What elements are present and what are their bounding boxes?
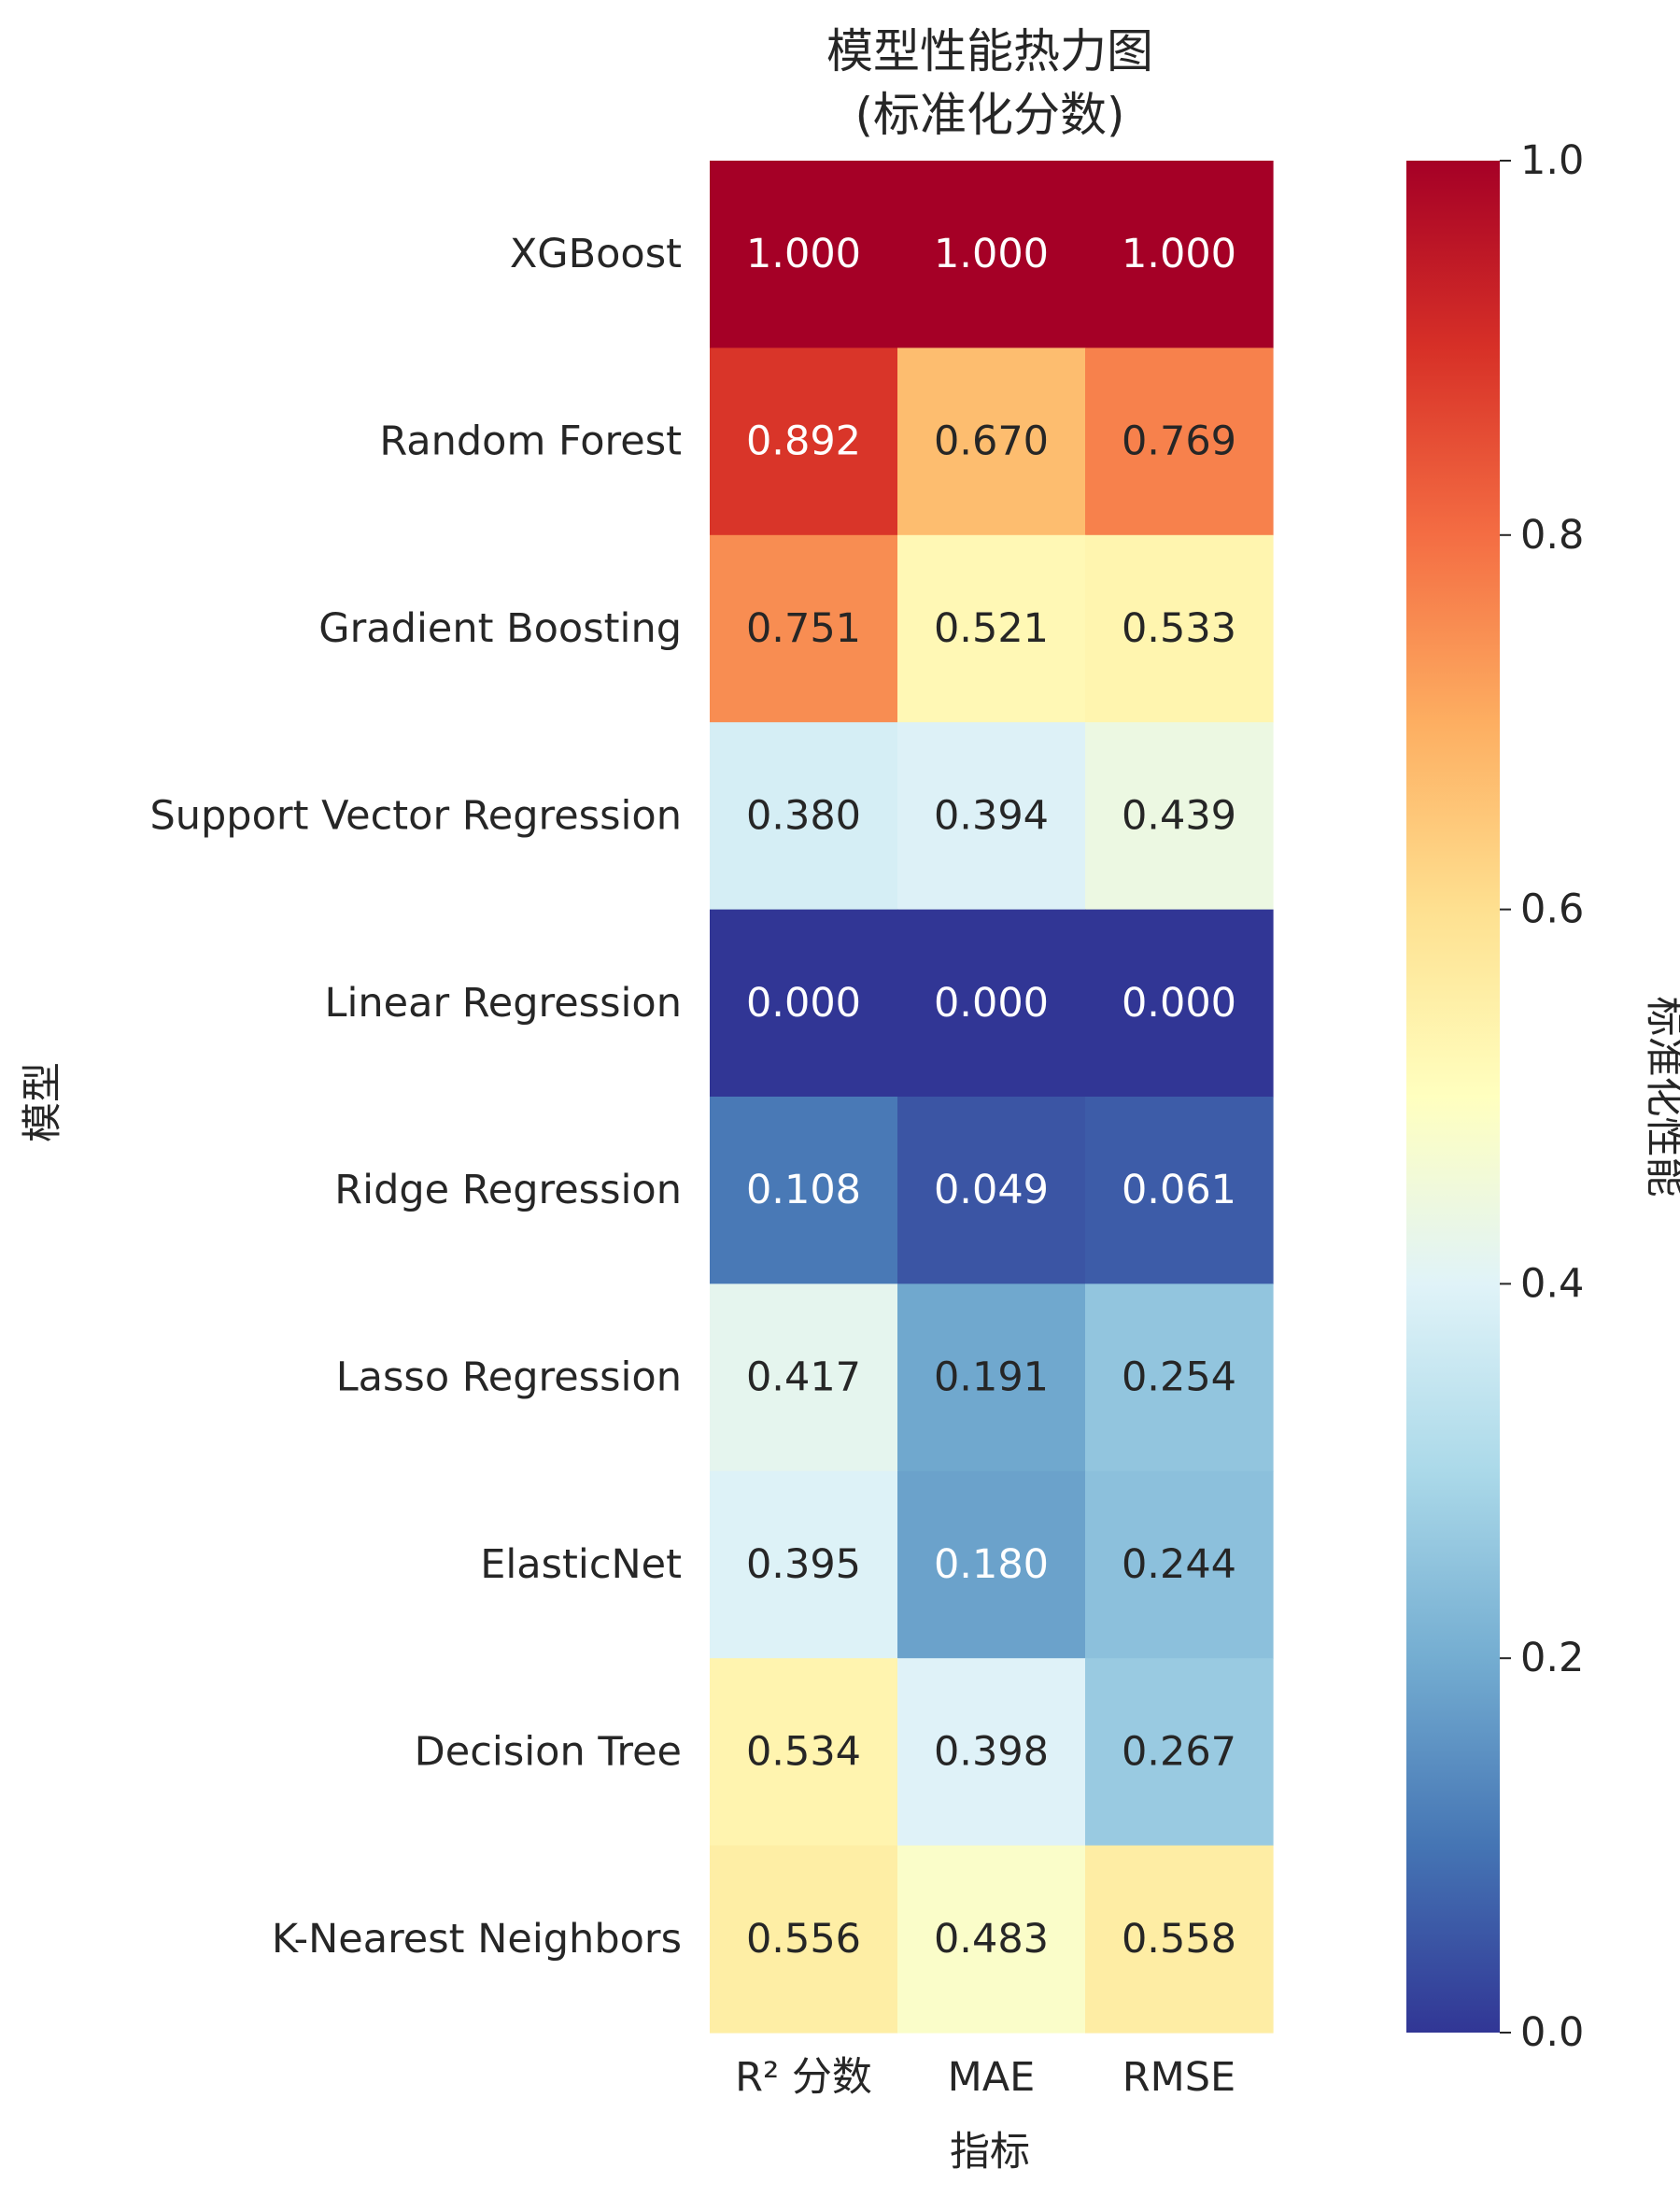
cell-value-label: 1.000 xyxy=(1122,231,1236,277)
heatmap-cell xyxy=(710,1283,898,1472)
heatmap-cell xyxy=(710,1845,898,2034)
column-label: MAE xyxy=(948,2054,1036,2101)
row-label: Gradient Boosting xyxy=(318,605,682,652)
cell-value-label: 0.769 xyxy=(1122,418,1236,465)
heatmap-cell xyxy=(1085,1845,1274,2034)
heatmap-cell xyxy=(897,1470,1086,1659)
cell-value-label: 0.483 xyxy=(934,1916,1049,1963)
cell-value-label: 0.417 xyxy=(746,1354,861,1401)
heatmap-cell xyxy=(710,1658,898,1847)
y-axis-label: 模型 xyxy=(20,1062,66,1142)
cell-value-label: 0.000 xyxy=(1122,980,1236,1027)
colorbar-tick-label: 0.4 xyxy=(1520,1260,1584,1307)
colorbar-label: 标准化性能 xyxy=(1641,997,1680,1198)
row-label: Ridge Regression xyxy=(334,1167,682,1213)
heatmap-cell xyxy=(1085,161,1274,348)
cell-value-label: 0.000 xyxy=(746,980,861,1027)
chart-title-line-1: 模型性能热力图 xyxy=(826,24,1153,78)
heatmap-cell xyxy=(897,1845,1086,2034)
cell-value-label: 0.556 xyxy=(746,1916,861,1963)
heatmap-cell xyxy=(710,1470,898,1659)
cell-value-label: 0.394 xyxy=(934,792,1049,839)
row-label: Linear Regression xyxy=(324,980,682,1027)
heatmap-cell xyxy=(1085,347,1274,536)
cell-value-label: 0.892 xyxy=(746,418,861,465)
row-label: XGBoost xyxy=(510,231,682,277)
cell-value-label: 0.533 xyxy=(1122,605,1236,652)
cell-value-label: 0.180 xyxy=(934,1541,1049,1588)
x-axis-label: 指标 xyxy=(950,2129,1030,2176)
chart-title-line-2: (标准化分数) xyxy=(854,88,1124,142)
colorbar-gradient xyxy=(1406,161,1500,2033)
heatmap-cell xyxy=(710,347,898,536)
cell-value-label: 0.254 xyxy=(1122,1354,1236,1401)
heatmap-cell xyxy=(1085,1470,1274,1659)
heatmap-cell xyxy=(710,909,898,1098)
colorbar-tick-label: 0.2 xyxy=(1520,1635,1584,1681)
heatmap-cell xyxy=(897,1658,1086,1847)
cell-value-label: 0.395 xyxy=(746,1541,861,1588)
heatmap-cell xyxy=(897,909,1086,1098)
row-label: Random Forest xyxy=(379,418,682,465)
cell-value-label: 0.061 xyxy=(1122,1167,1236,1213)
heatmap-cell xyxy=(1085,909,1274,1098)
heatmap-cell xyxy=(710,161,898,348)
heatmap-cell xyxy=(1085,722,1274,911)
heatmap-cell xyxy=(1085,1658,1274,1847)
heatmap-cell xyxy=(897,161,1086,348)
colorbar: 0.0 0.2 0.4 0.6 0.8 1.0 标准化性能 xyxy=(1406,137,1680,2056)
colorbar-tick-label: 0.0 xyxy=(1520,2009,1584,2056)
cell-value-label: 0.439 xyxy=(1122,792,1236,839)
heatmap-cell xyxy=(897,347,1086,536)
cell-value-label: 0.380 xyxy=(746,792,861,839)
cell-value-label: 0.521 xyxy=(934,605,1049,652)
heatmap-cell xyxy=(897,722,1086,911)
cell-value-label: 0.751 xyxy=(746,605,861,652)
cell-value-label: 0.191 xyxy=(934,1354,1049,1401)
row-label: ElasticNet xyxy=(480,1541,682,1588)
heatmap-cell xyxy=(897,534,1086,723)
heatmap-cell xyxy=(897,1097,1086,1284)
cell-value-label: 1.000 xyxy=(746,231,861,277)
heatmap-cells: 1.000 1.000 1.000 0.892 0.670 0.769 0.751 0.521… xyxy=(710,161,1274,2034)
colorbar-tick-label: 1.0 xyxy=(1520,137,1584,184)
column-label: R² 分数 xyxy=(735,2054,872,2101)
row-labels: XGBoost Random Forest Gradient Boosting Sup… xyxy=(149,231,682,1963)
column-label: RMSE xyxy=(1122,2054,1235,2101)
colorbar-tick-label: 0.6 xyxy=(1520,886,1584,933)
heatmap-cell xyxy=(710,534,898,723)
cell-value-label: 0.267 xyxy=(1122,1728,1236,1775)
heatmap-cell xyxy=(710,1097,898,1284)
row-label: K-Nearest Neighbors xyxy=(272,1916,682,1963)
heatmap-cell xyxy=(1085,534,1274,723)
cell-value-label: 0.534 xyxy=(746,1728,861,1775)
colorbar-ticks: 0.0 0.2 0.4 0.6 0.8 1.0 xyxy=(1500,137,1584,2056)
cell-value-label: 0.398 xyxy=(934,1728,1049,1775)
cell-value-label: 0.108 xyxy=(746,1167,861,1213)
heatmap-cell xyxy=(1085,1283,1274,1472)
heatmap-cell xyxy=(710,722,898,911)
cell-value-label: 1.000 xyxy=(934,231,1049,277)
row-label: Lasso Regression xyxy=(336,1354,682,1401)
row-label: Decision Tree xyxy=(415,1728,682,1775)
cell-value-label: 0.558 xyxy=(1122,1916,1236,1963)
row-label: Support Vector Regression xyxy=(149,792,682,839)
cell-value-label: 0.000 xyxy=(934,980,1049,1027)
cell-value-label: 0.670 xyxy=(934,418,1049,465)
heatmap-cell xyxy=(1085,1097,1274,1284)
cell-value-label: 0.244 xyxy=(1122,1541,1236,1588)
column-labels: R² 分数 MAE RMSE xyxy=(735,2054,1235,2101)
colorbar-tick-label: 0.8 xyxy=(1520,512,1584,559)
cell-value-label: 0.049 xyxy=(934,1167,1049,1213)
heatmap-cell xyxy=(897,1283,1086,1472)
